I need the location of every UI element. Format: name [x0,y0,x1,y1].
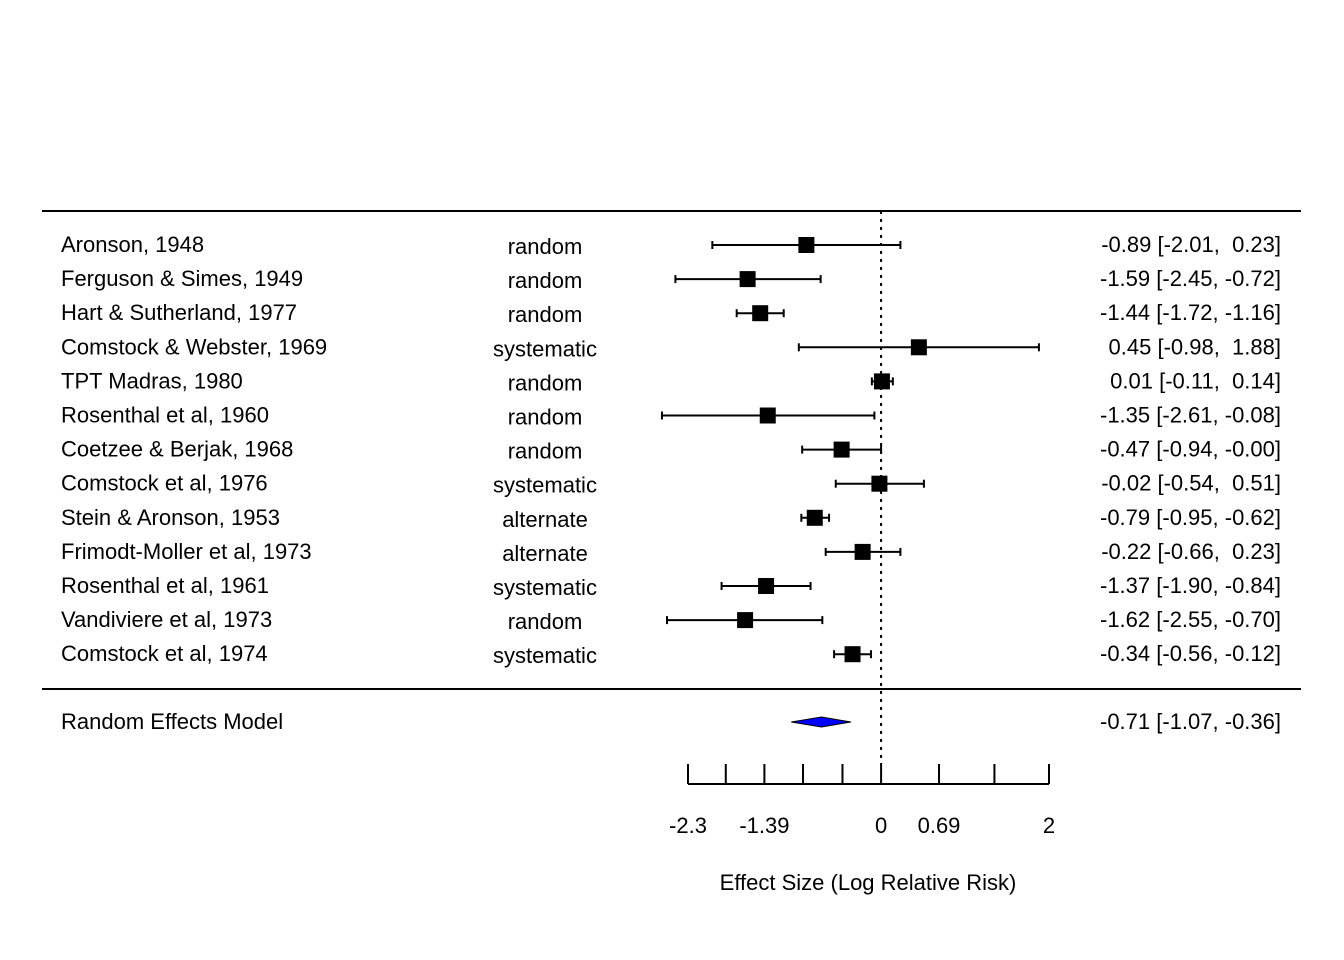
study-ci-text: 0.45 [-0.98, 1.88] [1102,334,1281,359]
study-row: Ferguson & Simes, 1949 random -1.59 [-2.45… [61,266,1281,293]
study-allocation: random [508,302,583,327]
study-name: Aronson, 1948 [61,232,204,257]
study-allocation: random [508,370,583,395]
study-allocation: systematic [493,643,597,668]
study-point-marker [737,612,754,629]
x-axis-tick-label: 0 [875,813,887,838]
study-point-marker [798,237,815,253]
study-allocation: systematic [493,473,597,498]
study-ci-text: -1.59 [-2.45, -0.72] [1100,266,1281,291]
study-row: Rosenthal et al, 1961 systematic -1.37 [-1… [61,573,1281,600]
study-row: Frimodt-Moller et al, 1973 alternate -0.22… [61,539,1281,566]
study-row: Comstock & Webster, 1969 systematic 0.45 … [61,334,1281,361]
study-name: Comstock & Webster, 1969 [61,334,327,359]
study-row: TPT Madras, 1980 random 0.01 [-0.11, 0.14… [61,368,1281,395]
summary-row: Random Effects Model -0.71 [-1.07, -0.36] [61,709,1281,734]
study-point-marker [844,646,861,663]
study-point-marker [833,441,850,458]
study-name: TPT Madras, 1980 [61,368,243,393]
study-name: Vandiviere et al, 1973 [61,607,272,632]
x-axis-tick-label: -1.39 [739,813,789,838]
study-row: Rosenthal et al, 1960 random -1.35 [-2.61,… [61,403,1281,430]
x-axis: -2.3 -1.39 0 0.69 2 [669,764,1055,838]
x-axis-tick-label: -2.3 [669,813,707,838]
x-axis-tick-label: 2 [1043,813,1055,838]
study-name: Frimodt-Moller et al, 1973 [61,539,312,564]
study-point-marker [752,305,769,322]
study-allocation: random [508,268,583,293]
study-rows: Aronson, 1948 random -0.89 [-2.01, 0.23] Fe… [61,232,1281,668]
study-point-marker [873,373,890,390]
study-allocation: random [508,439,583,464]
study-ci-text: -0.47 [-0.94, -0.00] [1100,437,1281,462]
summary-name: Random Effects Model [61,709,283,734]
summary-ci-text: -0.71 [-1.07, -0.36] [1100,709,1281,734]
study-point-marker [739,271,756,288]
study-point-marker [854,543,871,560]
study-allocation: random [508,234,583,259]
study-ci-text: -1.44 [-1.72, -1.16] [1100,300,1281,325]
x-axis-title: Effect Size (Log Relative Risk) [720,870,1017,895]
study-row: Coetzee & Berjak, 1968 random -0.47 [-0.94… [61,437,1281,464]
summary-diamond [791,716,851,728]
study-row: Hart & Sutherland, 1977 random -1.44 [-1.7… [61,300,1281,327]
study-point-marker [910,339,927,356]
study-allocation: random [508,405,583,430]
study-ci-text: 0.01 [-0.11, 0.14] [1104,368,1281,393]
study-ci-text: -0.22 [-0.66, 0.23] [1101,539,1281,564]
study-ci-text: -0.02 [-0.54, 0.51] [1101,471,1281,496]
study-ci-text: -0.34 [-0.56, -0.12] [1100,641,1281,666]
study-row: Vandiviere et al, 1973 random -1.62 [-2.55… [61,607,1281,634]
study-row: Comstock et al, 1976 systematic -0.02 [-0.… [61,471,1281,498]
study-name: Comstock et al, 1974 [61,641,268,666]
study-name: Stein & Aronson, 1953 [61,505,280,530]
study-allocation: systematic [493,336,597,361]
study-row: Comstock et al, 1974 systematic -0.34 [-0.… [61,641,1281,668]
study-name: Rosenthal et al, 1961 [61,573,269,598]
study-ci-text: -0.79 [-0.95, -0.62] [1100,505,1281,530]
study-ci-text: -1.37 [-1.90, -0.84] [1100,573,1281,598]
study-allocation: alternate [502,541,588,566]
study-name: Ferguson & Simes, 1949 [61,266,303,291]
study-name: Coetzee & Berjak, 1968 [61,437,293,462]
study-name: Rosenthal et al, 1960 [61,403,269,428]
separator-rules [42,210,1301,690]
study-point-marker [759,407,776,424]
study-row: Stein & Aronson, 1953 alternate -0.79 [-0.… [61,505,1281,532]
study-name: Hart & Sutherland, 1977 [61,300,297,325]
study-name: Comstock et al, 1976 [61,471,268,496]
study-allocation: alternate [502,507,588,532]
x-axis-tick-label: 0.69 [918,813,961,838]
study-point-marker [758,578,775,594]
study-point-marker [871,475,888,492]
study-ci-text: -1.35 [-2.61, -0.08] [1100,403,1281,428]
study-row: Aronson, 1948 random -0.89 [-2.01, 0.23] [61,232,1281,259]
study-allocation: systematic [493,575,597,600]
study-point-marker [806,509,823,526]
study-ci-text: -0.89 [-2.01, 0.23] [1101,232,1281,257]
study-allocation: random [508,609,583,634]
study-ci-text: -1.62 [-2.55, -0.70] [1100,607,1281,632]
